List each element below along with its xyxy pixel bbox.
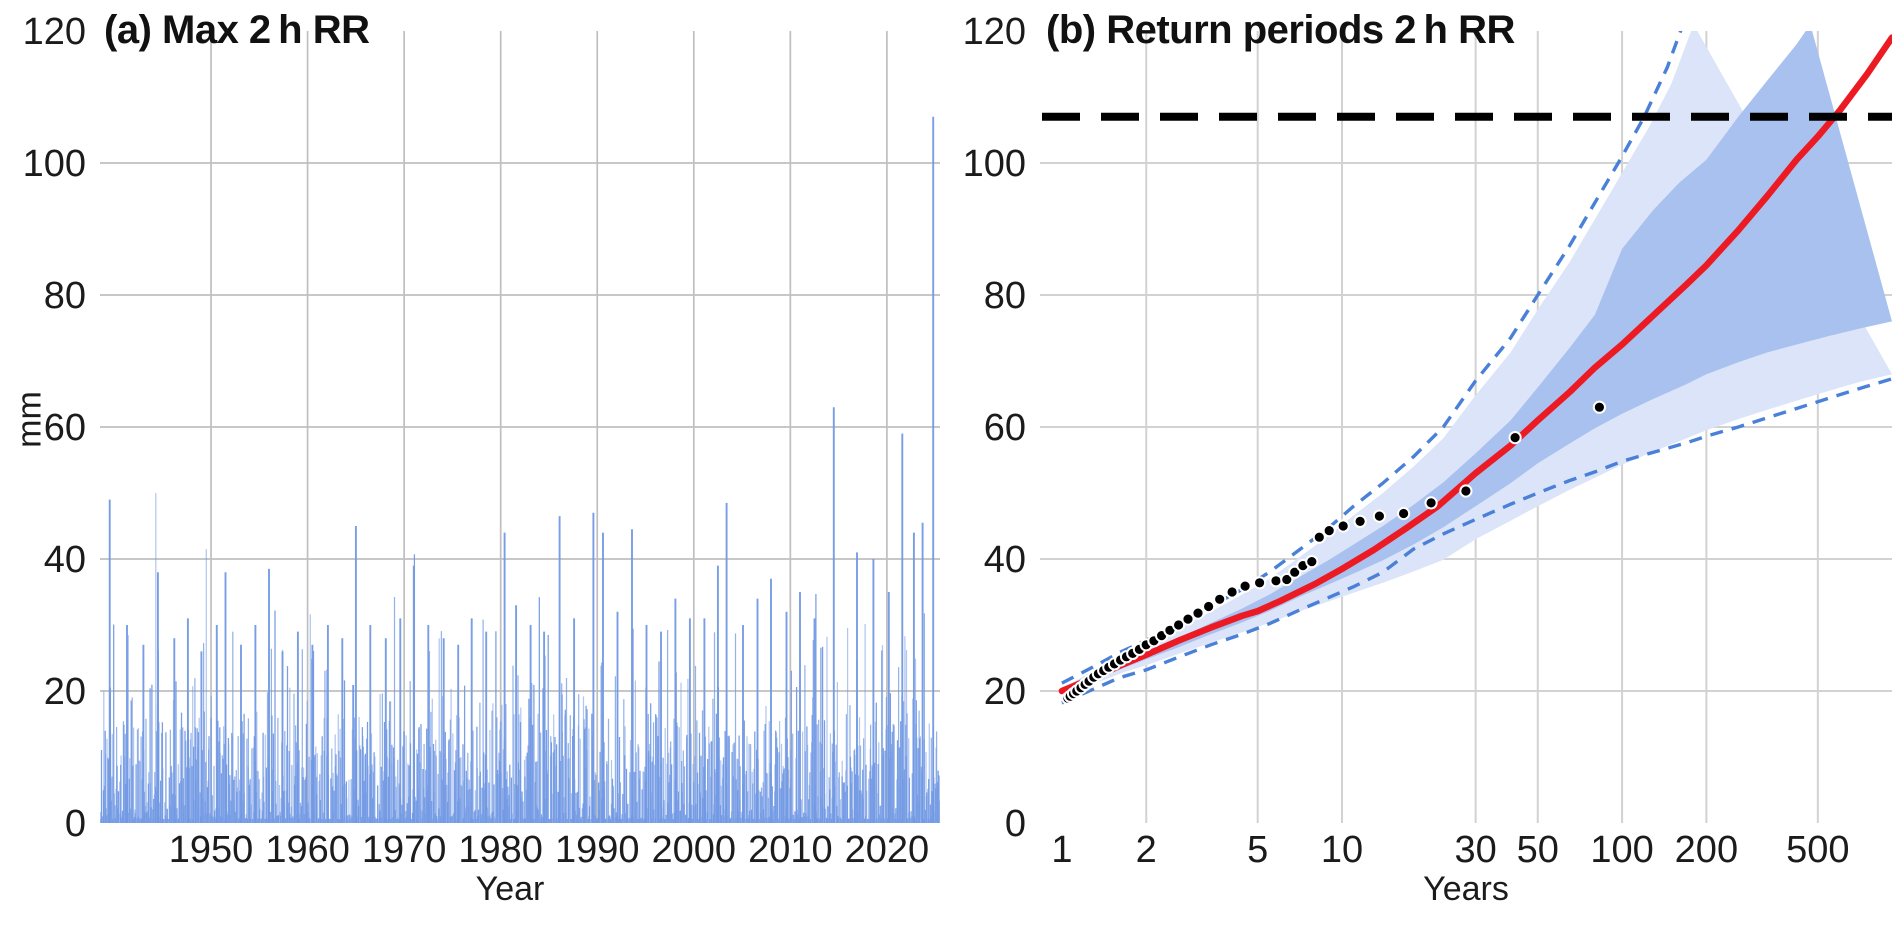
empirical-return-point	[1191, 606, 1205, 620]
panel-b-x-tick-label: 100	[1590, 829, 1653, 871]
empirical-return-point	[1269, 574, 1283, 588]
panel-b-y-tick-label: 60	[984, 407, 1026, 449]
panel-b-return-period-plot	[1042, 31, 1892, 705]
empirical-return-point	[1353, 514, 1367, 529]
panel-b-y-tick-label: 40	[984, 539, 1026, 581]
panel-b-x-axis-label: Years	[1423, 870, 1509, 908]
panel-a-y-axis-label: mm	[10, 391, 49, 448]
panel-b-y-tick-label: 20	[984, 671, 1026, 713]
empirical-return-point	[1238, 579, 1252, 593]
panel-a-x-tick-label: 2020	[845, 829, 930, 871]
panel-b-x-tick-label: 200	[1675, 829, 1738, 871]
panel-a-y-tick-label: 0	[65, 803, 86, 845]
empirical-return-point	[1280, 572, 1294, 587]
panel-a-y-tick-label: 80	[44, 275, 86, 317]
panel-a-x-tick-label: 1950	[169, 829, 254, 871]
rainfall-peak-spikes	[108, 116, 935, 823]
panel-b-y-tick-label: 0	[1005, 803, 1026, 845]
empirical-return-point	[1372, 509, 1387, 523]
gev-fit-curve	[1058, 34, 1892, 695]
empirical-return-point	[1508, 431, 1522, 445]
panel-b-x-tick-label: 500	[1786, 829, 1849, 871]
panel-a-x-tick-label: 1990	[555, 829, 640, 871]
empirical-return-point	[1288, 565, 1302, 579]
panel-b-x-tick-label: 5	[1247, 829, 1268, 871]
panel-a-title: (a) Max 2 h RR	[104, 8, 370, 52]
panel-a-y-tick-label: 100	[23, 143, 86, 185]
panel-a-y-tick-label: 60	[44, 407, 86, 449]
panel-b-x-tick-label: 10	[1321, 829, 1363, 871]
panel-a-gridlines	[100, 31, 940, 823]
empirical-return-point	[1305, 555, 1319, 569]
panel-b-tick-labels: 1 2 5 10 30 50 100 200 500 0 20 40 60 80 100 120	[963, 11, 1850, 871]
empirical-return-point	[1459, 484, 1473, 498]
panel-b-x-tick-label: 30	[1454, 829, 1496, 871]
panel-b-y-tick-label: 100	[963, 143, 1026, 185]
panel-a-rainfall-series	[100, 116, 940, 823]
panel-b-y-tick-label: 80	[984, 275, 1026, 317]
empirical-return-point	[1225, 585, 1239, 599]
empirical-return-point	[1424, 496, 1438, 510]
empirical-return-point	[1202, 599, 1216, 614]
panel-b-x-tick-label: 50	[1517, 829, 1559, 871]
empirical-return-point	[1397, 506, 1411, 521]
panel-a-tick-labels: 1950 1960 1970 1980 1990 2000 2010 2020 0 20 40 60 8…	[23, 11, 930, 871]
panel-b-x-tick-label: 2	[1136, 829, 1157, 871]
panel-a-x-tick-label: 1980	[458, 829, 543, 871]
empirical-return-point	[1172, 618, 1186, 632]
empirical-return-point	[1322, 524, 1336, 538]
panel-a-x-tick-label: 2010	[748, 829, 833, 871]
confidence-band-inner	[1061, 31, 1892, 693]
empirical-return-point	[1253, 576, 1267, 590]
panel-a-y-tick-label: 40	[44, 539, 86, 581]
empirical-return-point	[1312, 530, 1326, 544]
panel-a-x-tick-label: 1970	[362, 829, 447, 871]
empirical-return-point	[1592, 400, 1607, 414]
panel-b-x-tick-label: 1	[1051, 829, 1072, 871]
panel-b-title: (b) Return periods 2 h RR	[1046, 8, 1515, 52]
panel-a-y-tick-label: 120	[23, 11, 86, 53]
empirical-return-point	[1213, 592, 1227, 606]
empirical-return-point	[1181, 612, 1195, 626]
panel-a-y-tick-label: 20	[44, 671, 86, 713]
panel-a-x-axis-label: Year	[475, 870, 545, 908]
empirical-return-point	[1336, 519, 1350, 533]
panel-a-x-tick-label: 2000	[652, 829, 737, 871]
panel-a-x-tick-label: 1960	[265, 829, 350, 871]
panel-b-y-tick-label: 120	[963, 11, 1026, 53]
